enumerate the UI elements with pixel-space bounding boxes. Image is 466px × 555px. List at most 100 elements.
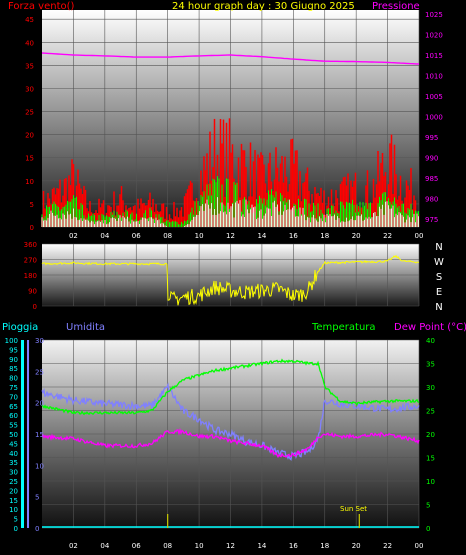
time-tick-label: 08 [163, 232, 172, 240]
temperature-axis-label: Temperatura [311, 322, 376, 333]
wind-tick-label: 5 [30, 201, 34, 209]
humidity-tick-label: 30 [35, 337, 44, 345]
pressure-tick-label: 990 [425, 154, 438, 162]
temperature-tick-label: 5 [426, 502, 430, 510]
direction-tick-label: 90 [28, 288, 37, 296]
wind-tick-label: 35 [25, 62, 34, 70]
time-tick-label: 06 [132, 542, 141, 550]
time-tick-label: 00 [415, 232, 424, 240]
temperature-tick-label: 0 [426, 525, 430, 533]
pressure-tick-label: 1010 [425, 73, 443, 81]
humidity-tick-label: 5 [35, 494, 39, 502]
rain-tick-label: 45 [9, 440, 18, 448]
pressure-tick-label: 1000 [425, 113, 443, 121]
rain-tick-label: 40 [9, 450, 18, 458]
time-tick-label: 14 [257, 232, 266, 240]
pressure-line [41, 52, 420, 65]
time-tick-label: 20 [352, 542, 361, 550]
pressure-tick-label: 1015 [425, 52, 443, 60]
time-tick-label: 16 [289, 232, 298, 240]
temperature-tick-label: 40 [426, 337, 435, 345]
time-tick-label: 06 [132, 232, 141, 240]
rain-tick-label: 100 [5, 337, 18, 345]
rain-tick-label: 80 [9, 375, 18, 383]
direction-tick-label: 360 [24, 241, 37, 249]
humidity-tick-label: 10 [35, 462, 44, 470]
humidity-temperature-panel: 0510152025303540051015202530354045505560… [2, 322, 466, 550]
time-tick-label: 02 [69, 232, 78, 240]
pressure-tick-label: 980 [425, 195, 438, 203]
pressure-tick-label: 1005 [425, 93, 443, 101]
humidity-axis-bar [27, 340, 29, 528]
wind-axis-label: Forza vento() [8, 1, 75, 12]
wind-tick-label: 40 [25, 39, 34, 47]
time-tick-label: 10 [195, 232, 204, 240]
temperature-tick-label: 25 [426, 408, 435, 416]
pressure-tick-label: 1025 [425, 11, 443, 19]
pressure-axis-label: Pressione [372, 1, 420, 12]
rain-tick-label: 70 [9, 393, 18, 401]
time-tick-label: 18 [320, 232, 329, 240]
dewpoint-line [41, 427, 420, 459]
dewpoint-axis-label: Dew Point (°C) [394, 322, 466, 333]
rain-tick-label: 60 [9, 412, 18, 420]
pressure-tick-label: 985 [425, 175, 438, 183]
rain-tick-label: 55 [9, 422, 18, 430]
wind-direction-line [41, 254, 419, 306]
wind-tick-label: 15 [25, 155, 34, 163]
direction-tick-label: 270 [24, 257, 37, 265]
rain-tick-label: 30 [9, 469, 18, 477]
compass-label: W [434, 257, 444, 268]
rain-tick-label: 15 [9, 497, 18, 505]
time-tick-label: 02 [69, 542, 78, 550]
temperature-line [41, 358, 420, 416]
time-tick-label: 10 [195, 542, 204, 550]
wind-pressure-panel: 0510152025303540459759809859909951000100… [8, 1, 443, 240]
rain-tick-label: 90 [9, 356, 18, 364]
wind-tick-label: 45 [25, 16, 34, 24]
time-tick-label: 20 [352, 232, 361, 240]
rain-axis-label: Pioggia [2, 322, 38, 333]
time-tick-label: 00 [415, 542, 424, 550]
humidity-tick-label: 20 [35, 400, 44, 408]
time-tick-label: 22 [383, 542, 392, 550]
time-tick-label: 18 [320, 542, 329, 550]
humidity-tick-label: 15 [35, 431, 44, 439]
rain-tick-label: 20 [9, 487, 18, 495]
rain-tick-label: 65 [9, 403, 18, 411]
temperature-tick-label: 10 [426, 478, 435, 486]
direction-tick-label: 0 [33, 303, 37, 311]
temperature-tick-label: 15 [426, 455, 435, 463]
rain-tick-label: 75 [9, 384, 18, 392]
rain-axis-bar [21, 340, 24, 528]
temperature-tick-label: 30 [426, 384, 435, 392]
wind-tick-label: 25 [25, 109, 34, 117]
temperature-tick-label: 20 [426, 431, 435, 439]
time-tick-label: 16 [289, 542, 298, 550]
compass-label: N [435, 242, 442, 253]
humidity-axis-label: Umidita [66, 322, 105, 333]
rain-tick-label: 85 [9, 365, 18, 373]
time-tick-label: 08 [163, 542, 172, 550]
rain-tick-label: 10 [9, 506, 18, 514]
time-tick-label: 22 [383, 232, 392, 240]
time-tick-label: 12 [226, 542, 235, 550]
rain-tick-label: 95 [9, 346, 18, 354]
wind-tick-label: 30 [25, 85, 34, 93]
pressure-tick-label: 975 [425, 216, 438, 224]
rain-tick-label: 5 [14, 516, 18, 524]
rain-tick-label: 0 [14, 525, 18, 533]
temperature-tick-label: 35 [426, 361, 435, 369]
wind-tick-label: 20 [25, 132, 34, 140]
compass-label: N [435, 302, 442, 313]
compass-label: S [436, 272, 442, 283]
time-tick-label: 14 [257, 542, 266, 550]
direction-tick-label: 180 [24, 272, 37, 280]
wind-tick-label: 10 [25, 178, 34, 186]
humidity-line [41, 382, 420, 461]
sunset-label: Sun Set [340, 505, 367, 513]
time-tick-label: 12 [226, 232, 235, 240]
humidity-tick-label: 25 [35, 368, 44, 376]
rain-tick-label: 50 [9, 431, 18, 439]
